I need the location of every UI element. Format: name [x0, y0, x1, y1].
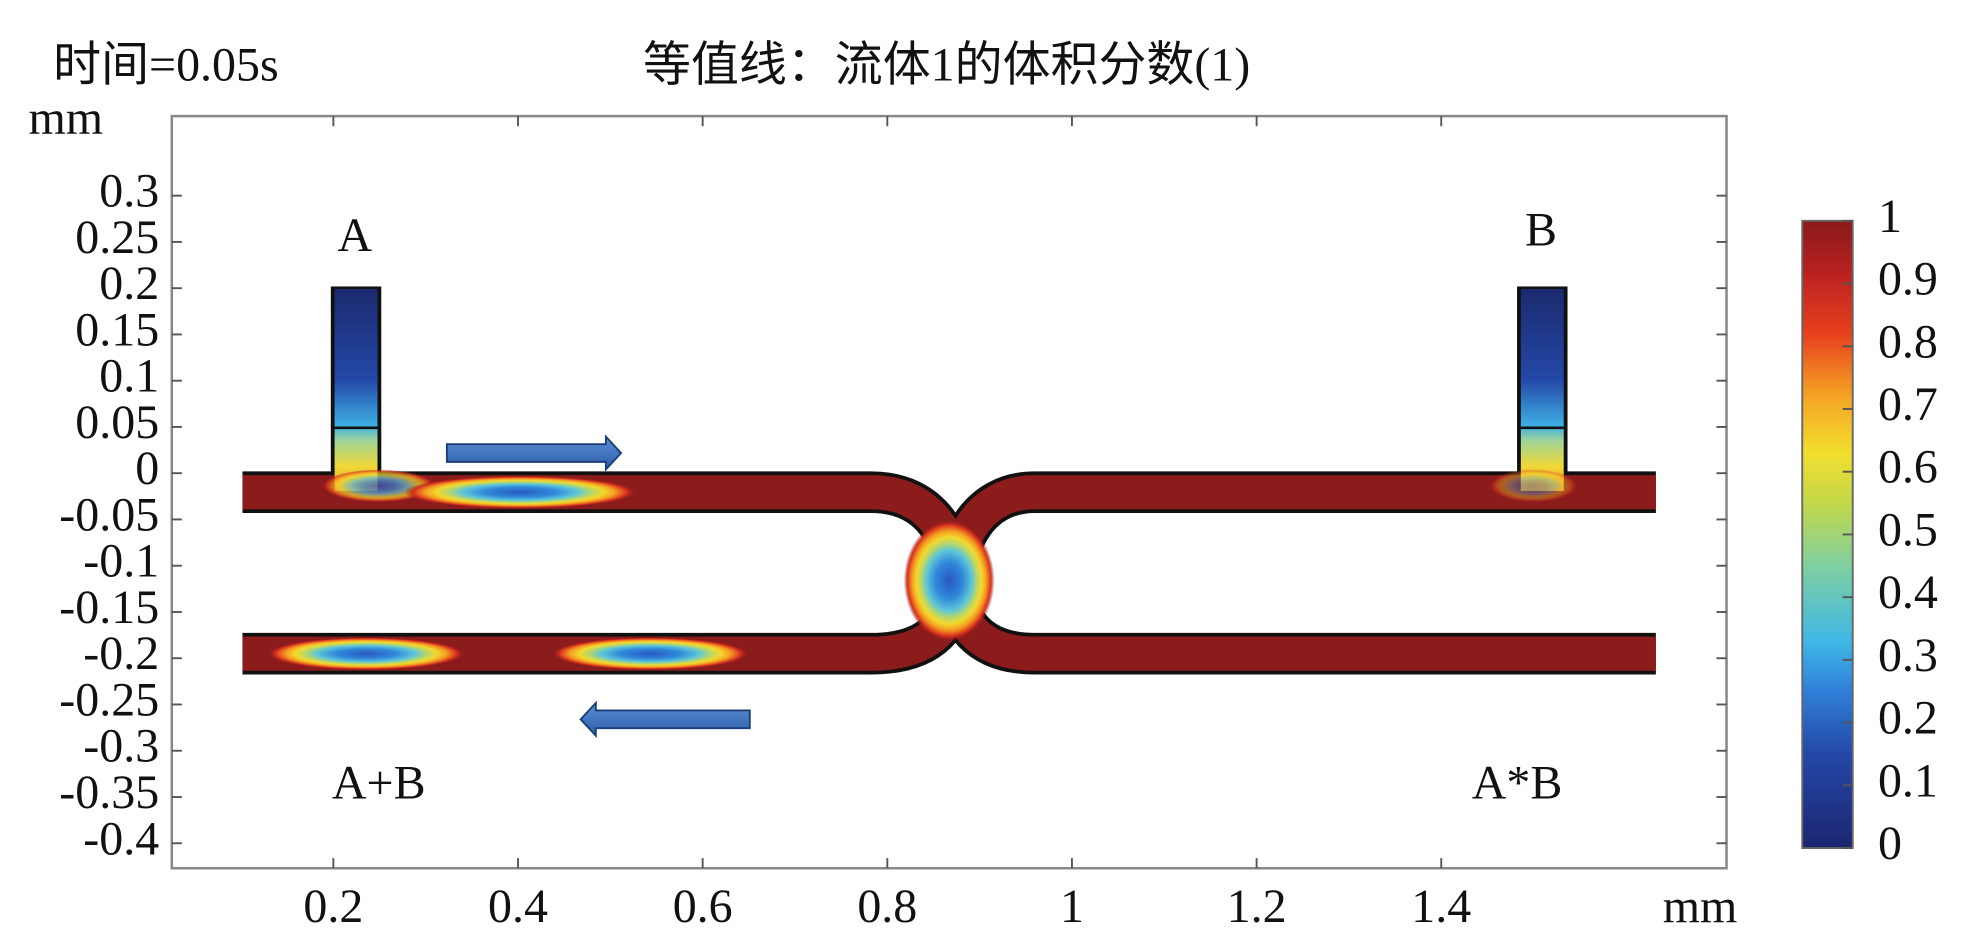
y-tick-label: -0.25	[59, 673, 159, 726]
y-tick-label: -0.2	[83, 627, 159, 680]
time-label: 时间=0.05s	[53, 38, 278, 91]
colorbar-tick-label: 0	[1878, 817, 1902, 870]
x-tick-label: 0.8	[857, 880, 917, 933]
y-tick-label: -0.4	[83, 812, 159, 865]
y-tick-label: 0.05	[75, 396, 159, 449]
colorbar-tick-label: 0.8	[1878, 315, 1938, 368]
x-tick-label: 1.2	[1227, 880, 1287, 933]
y-tick-label: 0.25	[75, 211, 159, 264]
colorbar-tick-label: 0.3	[1878, 629, 1938, 682]
colorbar-tick-label: 0.2	[1878, 692, 1938, 745]
y-tick-label: -0.3	[83, 720, 159, 773]
x-tick-label: 0.2	[303, 880, 363, 933]
colorbar-tick-label: 0.6	[1878, 441, 1938, 494]
y-tick-label: 0.15	[75, 303, 159, 356]
colorbar-tick-label: 0.7	[1878, 378, 1938, 431]
y-tick-label: 0.1	[99, 350, 159, 403]
x-tick-label: 0.6	[673, 880, 733, 933]
annotation: B	[1525, 204, 1557, 257]
colorbar-tick-label: 0.5	[1878, 503, 1938, 556]
x-tick-label: 0.4	[488, 880, 548, 933]
x-axis-label: mm	[1663, 880, 1738, 933]
y-axis-label: mm	[28, 91, 103, 144]
colorbar-tick-label: 1	[1878, 190, 1902, 243]
x-tick-label: 1	[1060, 880, 1084, 933]
annotation: A	[337, 209, 372, 262]
colorbar-tick-label: 0.1	[1878, 754, 1938, 807]
channels	[242, 286, 1656, 739]
y-tick-label: 0	[135, 442, 159, 495]
colorbar-tick-label: 0.9	[1878, 253, 1938, 306]
x-tick-label: 1.4	[1411, 880, 1471, 933]
y-tick-label: -0.05	[59, 488, 159, 541]
y-tick-label: 0.2	[99, 257, 159, 310]
chart-title: 等值线：流体1的体积分数(1)	[643, 38, 1250, 91]
y-tick-label: -0.15	[59, 581, 159, 634]
y-tick-label: -0.1	[83, 535, 159, 588]
colorbar-tick-label: 0.4	[1878, 566, 1938, 619]
annotation: A+B	[332, 756, 426, 809]
annotation: A*B	[1472, 756, 1563, 809]
y-tick-label: -0.35	[59, 766, 159, 819]
y-tick-label: 0.3	[99, 165, 159, 218]
